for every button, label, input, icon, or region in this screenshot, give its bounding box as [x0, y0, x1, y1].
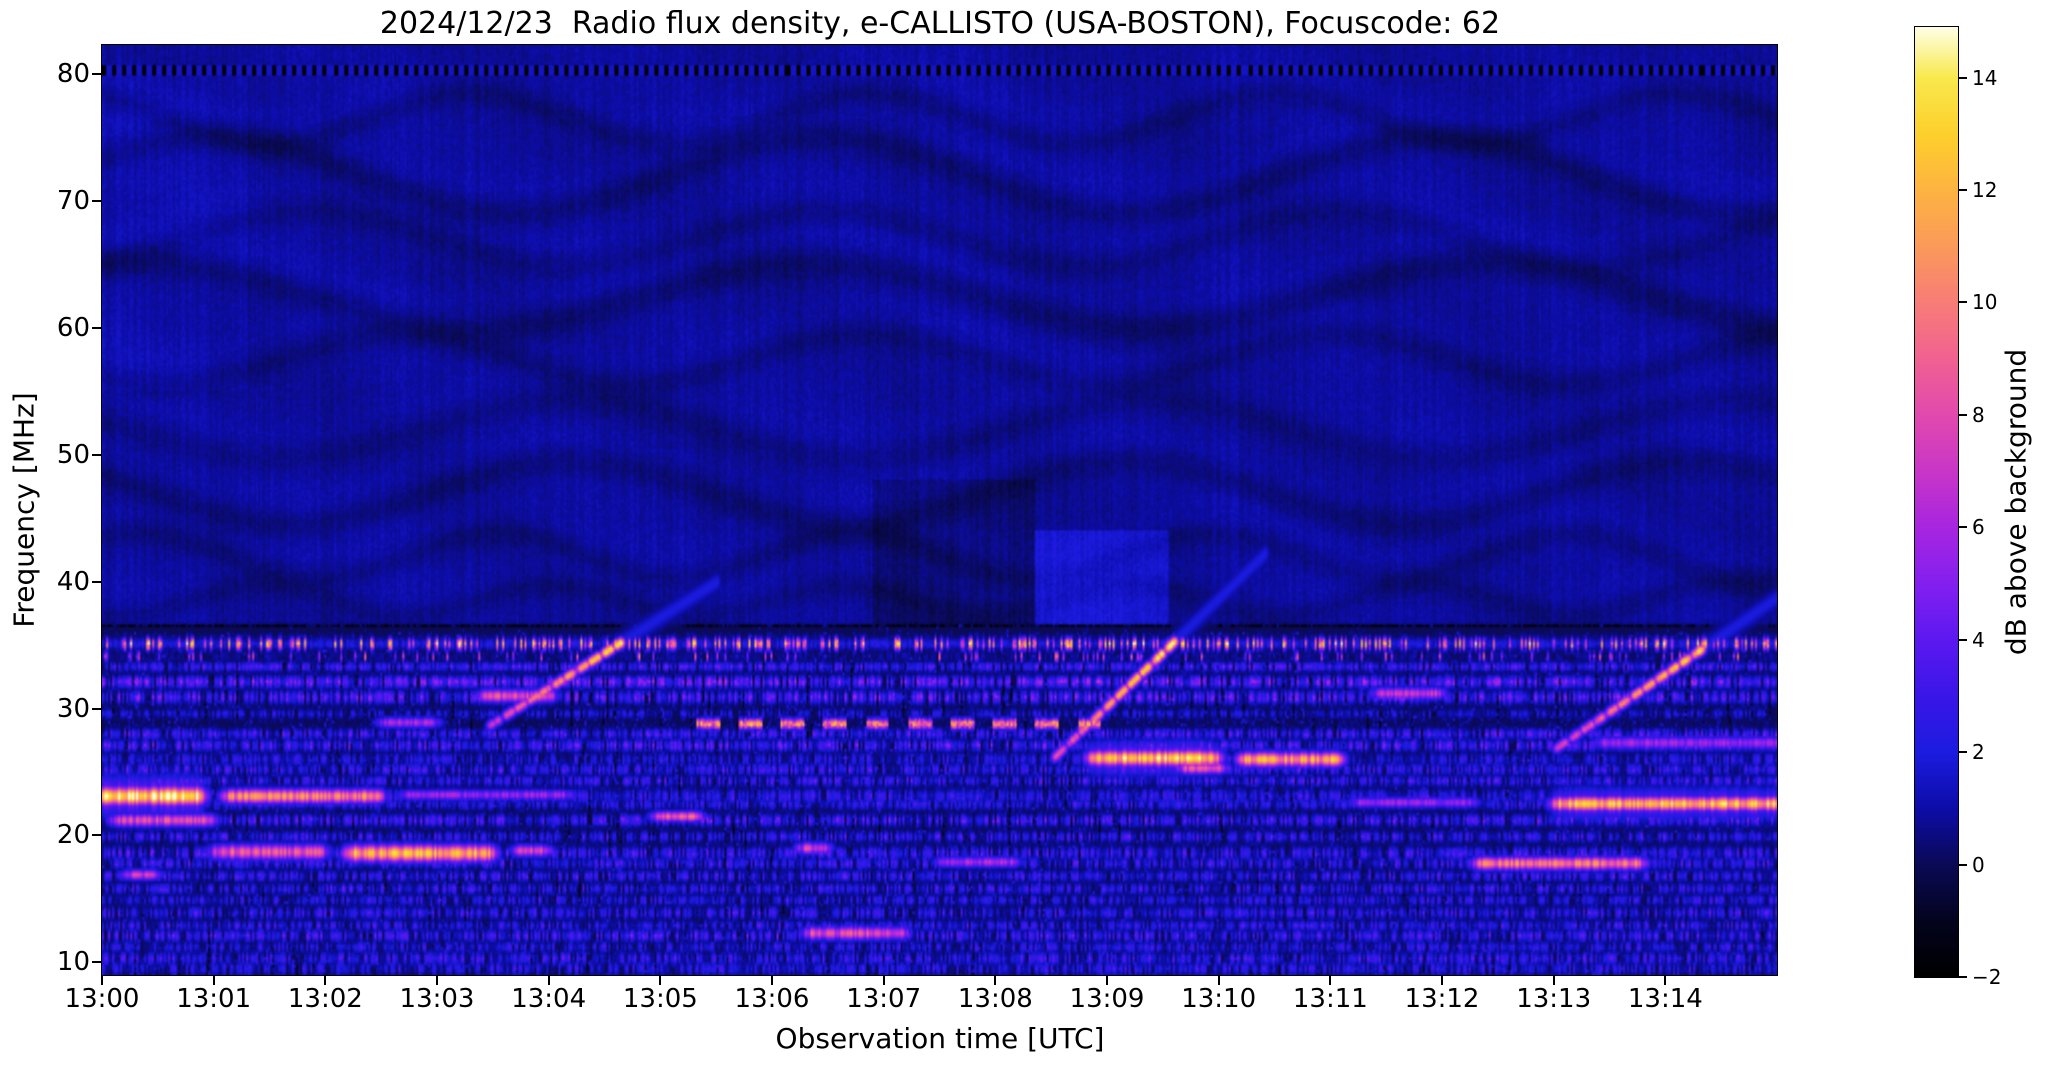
x-tick-label: 13:08: [957, 984, 1033, 1014]
x-tick-label: 13:02: [287, 984, 363, 1014]
y-tick-label: 60: [56, 312, 90, 343]
x-tick-label: 13:05: [622, 984, 698, 1014]
colorbar-tick-mark: [1959, 76, 1967, 79]
x-tick-mark: [882, 976, 885, 985]
colorbar-tick-label: 10: [1972, 290, 1998, 315]
x-tick-label: 13:11: [1292, 984, 1368, 1014]
x-tick-mark: [436, 976, 438, 985]
x-tick-label: 13:00: [64, 984, 140, 1014]
x-tick-label: 13:10: [1181, 984, 1257, 1014]
y-tick-label: 70: [56, 186, 90, 217]
colorbar-tick-label: 6: [1972, 515, 1985, 540]
colorbar-tick-label: 0: [1972, 852, 1985, 877]
colorbar-tick-label: −2: [1972, 965, 2002, 989]
colorbar-tick-label: 4: [1972, 627, 1985, 652]
y-tick-label: 20: [56, 820, 90, 851]
y-axis-label: Frequency [MHz]: [7, 392, 41, 628]
y-tick-label: 50: [56, 439, 90, 470]
colorbar-tick-mark: [1959, 526, 1967, 529]
x-tick-mark: [1664, 976, 1667, 985]
colorbar-tick-label: 8: [1972, 402, 1985, 427]
x-tick-mark: [1217, 976, 1220, 985]
colorbar-tick-mark: [1959, 301, 1967, 304]
y-tick-mark: [92, 707, 101, 710]
colorbar-tick-mark: [1959, 189, 1967, 192]
x-tick-label: 13:06: [734, 984, 810, 1014]
colorbar-tick-mark: [1959, 976, 1967, 978]
x-tick-mark: [101, 976, 103, 985]
x-tick-label: 13:12: [1404, 984, 1480, 1014]
y-tick-mark: [92, 200, 101, 203]
y-tick-label: 40: [56, 566, 90, 597]
y-tick-mark: [92, 326, 101, 329]
y-tick-mark: [92, 834, 101, 837]
spectrogram-plot-frame: [101, 44, 1778, 976]
y-tick-mark: [92, 73, 101, 76]
colorbar-tick-label: 12: [1972, 178, 1998, 203]
x-tick-mark: [771, 976, 773, 985]
colorbar-tick-label: 2: [1972, 740, 1985, 765]
x-tick-mark: [324, 976, 327, 985]
colorbar-tick-mark: [1959, 638, 1967, 641]
spectrogram-canvas: [102, 45, 1777, 975]
y-tick-mark: [92, 961, 101, 964]
x-tick-label: 13:13: [1516, 984, 1592, 1014]
x-tick-mark: [1441, 976, 1443, 985]
x-tick-mark: [212, 976, 215, 985]
x-tick-label: 13:03: [399, 984, 475, 1014]
x-tick-label: 13:01: [176, 984, 252, 1014]
colorbar-tick-label: 14: [1972, 65, 1998, 90]
x-tick-label: 13:09: [1069, 984, 1145, 1014]
colorbar-tick-mark: [1959, 863, 1967, 866]
plot-title: 2024/12/23 Radio flux density, e-CALLIST…: [379, 6, 1501, 41]
colorbar-tick-mark: [1959, 413, 1967, 416]
x-tick-mark: [1329, 976, 1332, 985]
colorbar-tick-mark: [1959, 751, 1967, 754]
y-tick-label: 30: [56, 693, 90, 724]
colorbar-label: dB above background: [1999, 348, 2033, 656]
x-tick-label: 13:04: [511, 984, 587, 1014]
x-tick-mark: [547, 976, 550, 985]
x-axis-label: Observation time [UTC]: [775, 1022, 1105, 1055]
x-tick-label: 13:07: [846, 984, 922, 1014]
colorbar-frame: [1914, 26, 1959, 978]
x-tick-mark: [1106, 976, 1108, 985]
y-tick-label: 80: [56, 59, 90, 90]
y-tick-label: 10: [56, 947, 90, 978]
colorbar-canvas: [1915, 27, 1958, 977]
y-tick-mark: [92, 580, 101, 583]
y-tick-mark: [92, 453, 101, 456]
x-tick-label: 13:14: [1627, 984, 1703, 1014]
x-tick-mark: [994, 976, 997, 985]
x-tick-mark: [1552, 976, 1555, 985]
x-tick-mark: [659, 976, 662, 985]
